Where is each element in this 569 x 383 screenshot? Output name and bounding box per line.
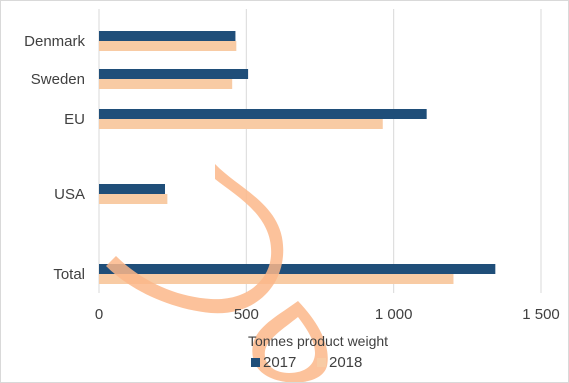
- bar-eu-2018: [99, 119, 383, 129]
- legend-label-2018: 2018: [329, 354, 362, 371]
- x-tick-label-1500: 1 500: [522, 306, 560, 323]
- category-label-eu: EU: [64, 111, 85, 128]
- category-label-usa: USA: [54, 186, 85, 203]
- watermark-logo: [106, 164, 328, 382]
- category-labels: Denmark Sweden EU USA Total: [24, 33, 85, 283]
- bar-total-2017: [99, 264, 496, 274]
- bar-sweden-2018: [99, 79, 233, 89]
- gridlines: [98, 9, 542, 293]
- bar-usa-2018: [99, 194, 168, 204]
- bar-denmark-2017: [99, 31, 236, 41]
- bar-usa-2017: [99, 184, 166, 194]
- category-label-sweden: Sweden: [31, 71, 85, 88]
- bars: [99, 31, 496, 284]
- category-label-denmark: Denmark: [24, 33, 85, 50]
- watermark-drop-shape-2: [252, 301, 328, 382]
- legend-swatch-2018: [317, 358, 326, 367]
- x-tick-label-1000: 1 000: [375, 306, 413, 323]
- x-tick-label-500: 500: [234, 306, 259, 323]
- x-tick-labels: 0 500 1 000 1 500: [95, 306, 560, 323]
- category-label-total: Total: [53, 266, 85, 283]
- bar-eu-2017: [99, 109, 427, 119]
- x-tick-label-0: 0: [95, 306, 103, 323]
- legend-swatch-2017: [251, 358, 260, 367]
- legend-label-2017: 2017: [263, 354, 296, 371]
- x-axis-title: Tonnes product weight: [248, 333, 388, 349]
- legend: 2017 2018: [251, 354, 362, 371]
- bar-sweden-2017: [99, 69, 249, 79]
- bar-denmark-2018: [99, 41, 237, 51]
